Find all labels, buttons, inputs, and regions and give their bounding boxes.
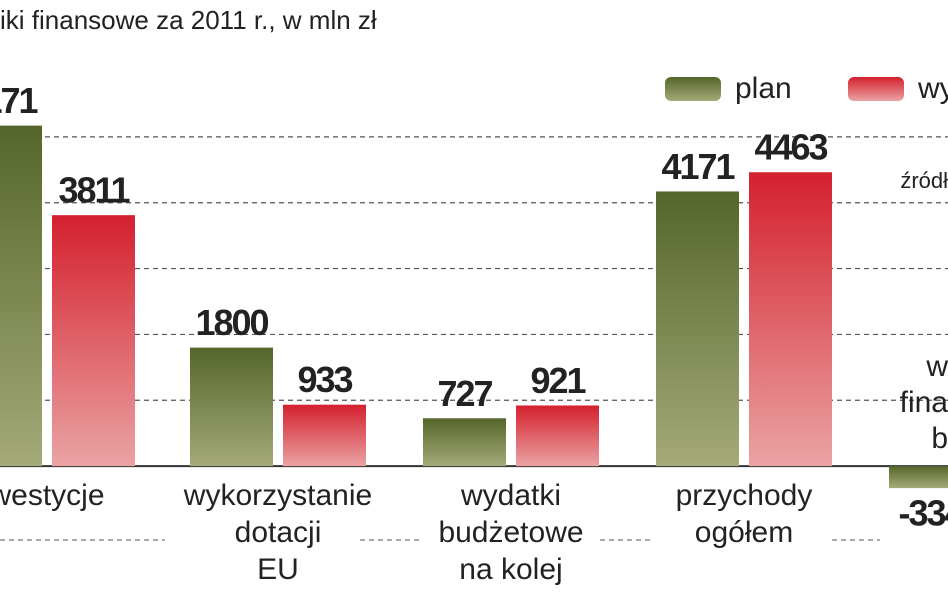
bar xyxy=(516,405,599,467)
x-tick-label: w xyxy=(925,350,948,383)
data-label: 4463 xyxy=(754,127,827,168)
data-label: 727 xyxy=(437,373,492,414)
data-label: 3811 xyxy=(58,170,130,211)
legend-swatch xyxy=(665,77,721,101)
x-tick-label: na kolej xyxy=(459,553,562,586)
x-tick-label: wydatki xyxy=(460,479,561,512)
bar xyxy=(0,125,42,467)
chart-title: iki finansowe za 2011 r., w mln zł xyxy=(0,5,377,35)
legend-label: plan xyxy=(735,72,792,105)
x-tick-label: wykorzystanie xyxy=(183,479,372,512)
source-note: źródł xyxy=(900,168,948,193)
x-tick-label: fina xyxy=(900,386,948,419)
data-label: 1800 xyxy=(195,302,268,343)
x-tick-label: westycje xyxy=(0,479,105,512)
data-label: 933 xyxy=(297,359,352,400)
x-tick-label: dotacji xyxy=(235,516,322,549)
bar xyxy=(423,418,506,467)
data-label: 4171 xyxy=(661,146,735,187)
bar xyxy=(283,404,366,467)
x-tick-label: przychody xyxy=(676,479,813,512)
x-tick-label: b xyxy=(931,422,948,455)
bar xyxy=(190,347,273,467)
x-tick-label: budżetowe xyxy=(438,516,583,549)
data-label: -334 xyxy=(898,493,948,534)
legend-swatch xyxy=(848,77,904,101)
x-tick-label: EU xyxy=(257,553,299,586)
data-label: 5171 xyxy=(0,80,39,121)
data-label: 921 xyxy=(530,360,586,401)
bar xyxy=(656,191,739,467)
bar xyxy=(889,466,948,489)
bar xyxy=(749,172,832,467)
legend-label: wy xyxy=(917,72,948,105)
bar xyxy=(52,215,135,467)
x-tick-label: ogółem xyxy=(695,516,793,549)
